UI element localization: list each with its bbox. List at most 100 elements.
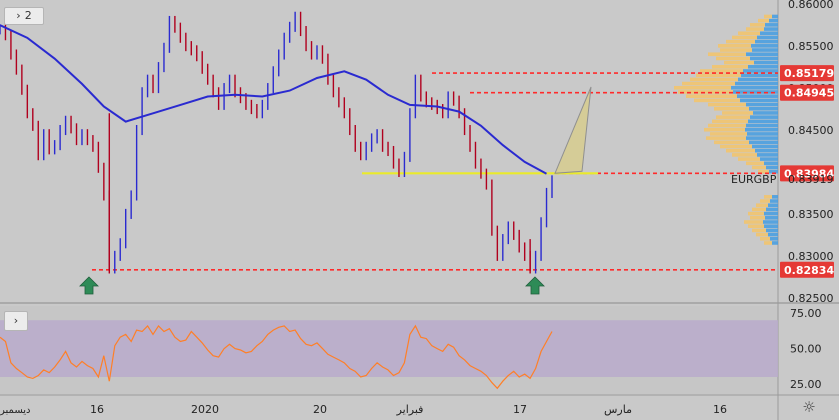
volume-profile-bar-up: [737, 94, 778, 98]
volume-profile-bar-down: [682, 81, 735, 86]
price-panel-background: [0, 0, 778, 302]
volume-profile-bar-down: [744, 220, 763, 224]
volume-profile-bar-down: [720, 48, 752, 52]
volume-profile-bar-up: [738, 77, 778, 82]
volume-profile-bar-down: [704, 127, 745, 132]
volume-profile-bar-down: [708, 123, 746, 128]
volume-profile-bar-down: [706, 136, 746, 140]
volume-profile-bar-down: [738, 157, 760, 161]
volume-profile-bar-up: [750, 115, 778, 119]
volume-profile-bar-down: [714, 106, 749, 111]
price-series: [0, 11, 553, 274]
volume-profile-bar-down: [718, 44, 751, 48]
volume-profile-bar-down: [752, 228, 766, 233]
price-level-tag: [780, 84, 834, 101]
volume-profile-bar-down: [756, 232, 768, 237]
volume-profile-bar-up: [755, 39, 778, 44]
volume-profile-bar-down: [694, 98, 740, 103]
volume-profile-bar-up: [746, 52, 778, 57]
volume-profile-bar-up: [770, 236, 778, 241]
volume-profile-bar-up: [751, 44, 778, 48]
volume-profile-bar-down: [714, 140, 749, 145]
volume-profile-bar-up: [769, 169, 778, 174]
projection-triangle-drawing[interactable]: [554, 86, 592, 174]
price-level-tag-label: 0.83984: [784, 167, 834, 180]
volume-profile-bar-down: [732, 35, 757, 40]
time-axis-tick-label: 16: [713, 403, 727, 416]
price-axis-tick-label: 0.82500: [788, 292, 834, 305]
volume-profile-bar-down: [748, 211, 764, 216]
volume-profile-bar-down: [750, 23, 765, 27]
volume-profile-bar-up: [766, 228, 778, 233]
price-axis-tick-label: 0.84500: [788, 124, 834, 137]
gear-icon[interactable]: ☼: [802, 398, 816, 416]
time-axis-tick-label: 17: [513, 403, 527, 416]
volume-profile-bar-down: [708, 102, 746, 107]
volume-profile-bar-up: [772, 195, 778, 199]
volume-profile-bar-up: [752, 144, 778, 149]
volume-profile-bar-up: [769, 18, 778, 23]
volume-profile-bar-down: [690, 77, 738, 82]
rsi-line: [0, 324, 553, 390]
volume-profile-bar-down: [758, 169, 769, 174]
volume-profile-bar-up: [745, 127, 778, 132]
rsi-axis-tick-label: 75.00: [790, 307, 822, 320]
rsi-axis-tick-label: 25.00: [790, 378, 822, 391]
green-up-arrow-icon[interactable]: [525, 276, 545, 295]
time-axis-tick-label: مارس: [604, 403, 632, 416]
volume-profile-bar-up: [743, 69, 778, 73]
volume-profile-bar-down: [752, 207, 766, 212]
series-count: 2: [24, 9, 32, 22]
volume-profile-bar-down: [720, 144, 752, 149]
legend-toggle-button[interactable]: › 2: [4, 7, 44, 25]
volume-profile-bar-up: [735, 81, 778, 86]
volume-profile-bar-up: [747, 132, 778, 136]
volume-profile-bar-up: [766, 165, 778, 170]
volume-profile-bar-down: [746, 161, 764, 166]
time-axis-tick-label: 16: [90, 403, 104, 416]
green-up-arrow-icon[interactable]: [79, 276, 99, 295]
volume-profile-bar-up: [772, 14, 778, 19]
volume-profile-bar-down: [764, 14, 772, 19]
volume-profile-bar-up: [740, 98, 778, 103]
volume-profile-bar-down: [678, 90, 733, 94]
volume-profile-bar-down: [758, 18, 769, 23]
price-axis-tick-label: 0.83500: [788, 208, 834, 221]
volume-profile-bar-up: [766, 207, 778, 212]
price-level-tag-label: 0.85179: [784, 67, 834, 80]
volume-profile-bar-up: [754, 60, 778, 65]
price-level-tag-label: 0.82834: [784, 264, 834, 277]
volume-profile-bar-up: [750, 56, 778, 61]
volume-profile-bar-down: [696, 73, 741, 77]
volume-profile-bar-up: [765, 23, 778, 27]
volume-profile-bar-down: [710, 132, 747, 136]
volume-profile-bar-up: [763, 220, 778, 224]
price-level-tag-label: 0.84945: [784, 87, 834, 100]
volume-profile-bar-up: [746, 136, 778, 140]
volume-profile-bar-up: [760, 31, 778, 36]
volume-profile-bar-down: [674, 85, 731, 90]
volume-profile-bar-up: [748, 119, 778, 124]
price-level-tag: [780, 165, 834, 182]
volume-profile-bar-down: [700, 69, 743, 73]
volume-profile-bar-down: [716, 56, 750, 61]
volume-profile-bar-down: [756, 203, 768, 208]
volume-profile-bar-up: [746, 123, 778, 128]
time-axis-tick-label: 20: [313, 403, 327, 416]
chevron-right-icon: ›: [13, 314, 19, 327]
volume-profile-bar-up: [746, 102, 778, 107]
volume-profile-bar-up: [749, 106, 778, 111]
volume-profile-bar-down: [752, 165, 766, 170]
symbol-label: EURGBP: [731, 173, 777, 186]
rsi-panel-toggle-button[interactable]: ›: [4, 311, 28, 331]
volume-profile-bar-down: [712, 119, 748, 124]
volume-profile-bar-down: [750, 216, 765, 220]
rsi-axis-tick-label: 50.00: [790, 343, 822, 356]
volume-profile-bar-up: [764, 27, 778, 31]
volume-profile-bar-up: [731, 85, 778, 90]
volume-profile-bar-up: [760, 157, 778, 161]
volume-profile-bar-down: [764, 195, 772, 199]
volume-profile-bar-up: [753, 111, 778, 115]
